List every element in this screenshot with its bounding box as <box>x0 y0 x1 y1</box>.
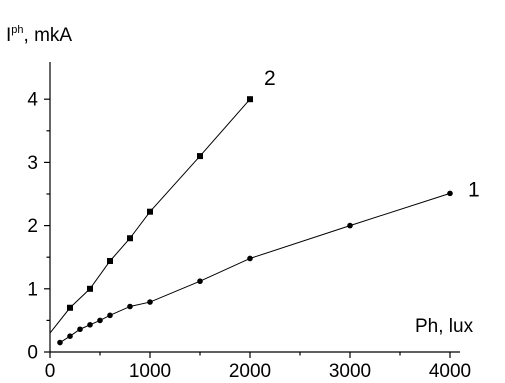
series-1-point <box>77 326 83 333</box>
series-layer: 12 <box>49 67 480 346</box>
series-1-point <box>447 190 453 197</box>
series-2-point <box>87 285 93 292</box>
x-tick-label: 1000 <box>129 361 171 382</box>
series-1-point <box>347 222 353 229</box>
series-2-line <box>49 98 251 334</box>
series-2-point <box>107 257 113 264</box>
y-tick-label: 4 <box>27 90 38 111</box>
axes: 0 1000 2000 3000 4000 0 1 2 3 4 <box>27 62 471 382</box>
series-2-point <box>197 153 203 160</box>
series-2-point <box>247 96 253 103</box>
series-1-point <box>57 339 63 346</box>
series-1-label: 1 <box>468 178 480 201</box>
y-tick-label: 2 <box>27 216 38 237</box>
x-tick-label: 2000 <box>229 361 271 382</box>
series-1-point <box>197 278 203 285</box>
y-axis-title: Iph, mkA <box>6 24 72 46</box>
series-1-point <box>247 255 253 262</box>
y-axis-title-rest: , mkA <box>24 25 73 46</box>
series-1-line <box>59 192 451 343</box>
y-axis-title-main: I <box>6 25 11 46</box>
series-1-point <box>127 303 133 310</box>
series-1-point <box>147 299 153 305</box>
series-2-point <box>147 208 153 215</box>
y-tick-label: 3 <box>27 153 38 174</box>
x-tick-label: 4000 <box>429 361 471 382</box>
series-1-point <box>87 322 93 328</box>
series-1: 1 <box>57 178 480 346</box>
y-axis-title-sup: ph <box>11 24 23 36</box>
series-2-point <box>67 304 73 311</box>
series-1-point <box>67 333 73 340</box>
series-1-point <box>97 317 103 324</box>
series-2-point <box>127 235 133 242</box>
y-tick-label: 0 <box>27 343 38 364</box>
x-axis-title: Ph, lux <box>415 316 474 337</box>
x-tick-label: 3000 <box>329 361 371 382</box>
y-tick-label: 1 <box>27 279 38 300</box>
series-2: 2 <box>49 67 276 334</box>
series-2-label: 2 <box>264 67 276 90</box>
series-1-point <box>107 312 113 319</box>
x-tick-label: 0 <box>45 361 56 382</box>
